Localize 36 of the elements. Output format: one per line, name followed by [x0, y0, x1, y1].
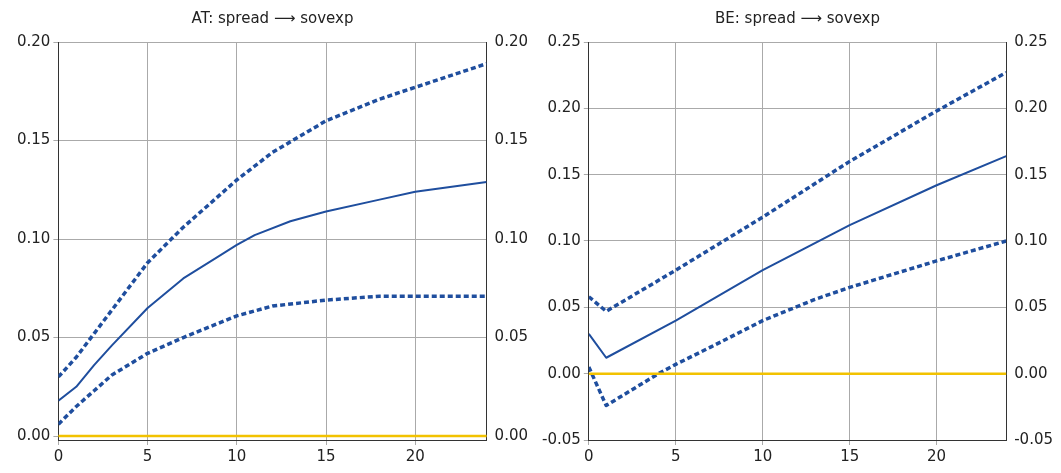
y-tick-label: -0.05 [1014, 429, 1053, 448]
y-tick-label: 0.20 [16, 31, 51, 50]
y2-tick-label: -0.05 [542, 429, 581, 448]
y2-tick-label: 0.00 [547, 363, 581, 382]
x-tick-label: 20 [405, 446, 425, 465]
x-tick-label: 10 [227, 446, 247, 465]
y2-tick-label: 0.20 [494, 31, 529, 50]
x-tick-label: 15 [316, 446, 336, 465]
y2-tick-label: 0.10 [494, 228, 529, 247]
y-tick-label: 0.15 [1014, 164, 1048, 183]
x-tick-label: 0 [53, 446, 64, 465]
x-tick-label: 0 [584, 446, 594, 465]
y-tick-label: 0.20 [1014, 98, 1048, 117]
y2-tick-label: 0.15 [494, 130, 529, 149]
y-tick-label: 0.05 [1014, 297, 1048, 316]
y2-tick-label: 0.25 [547, 31, 581, 50]
x-tick-label: 20 [927, 446, 947, 465]
x-tick-label: 5 [670, 446, 681, 465]
chart-title: BE: spread ⟶ sovexp [715, 8, 880, 27]
y2-tick-label: 0.05 [494, 327, 529, 346]
y2-tick-label: 0.00 [494, 425, 529, 444]
y-tick-label: 0.25 [1014, 31, 1048, 50]
y2-tick-label: 0.15 [547, 164, 581, 183]
x-tick-label: 10 [753, 446, 773, 465]
x-tick-label: 5 [142, 446, 153, 465]
y-tick-label: 0.15 [16, 130, 51, 149]
y-tick-label: 0.00 [16, 425, 51, 444]
y2-tick-label: 0.05 [547, 297, 581, 316]
y2-tick-label: 0.20 [547, 98, 581, 117]
y-tick-label: 0.10 [16, 228, 51, 247]
y2-tick-label: 0.10 [547, 230, 581, 249]
x-tick-label: 15 [840, 446, 860, 465]
y-tick-label: 0.05 [16, 327, 51, 346]
y-tick-label: 0.00 [1014, 363, 1048, 382]
chart-title: AT: spread ⟶ sovexp [191, 8, 354, 27]
y-tick-label: 0.10 [1014, 230, 1048, 249]
